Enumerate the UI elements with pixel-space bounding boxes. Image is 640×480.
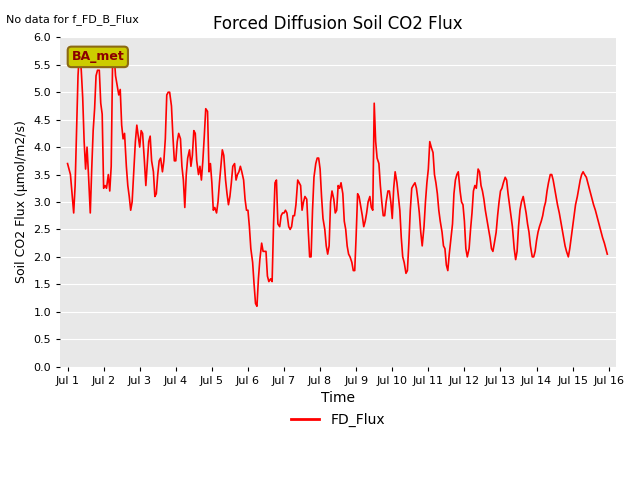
X-axis label: Time: Time xyxy=(321,391,355,405)
Text: BA_met: BA_met xyxy=(72,50,124,63)
Legend: FD_Flux: FD_Flux xyxy=(286,407,390,432)
Y-axis label: Soil CO2 Flux (μmol/m2/s): Soil CO2 Flux (μmol/m2/s) xyxy=(15,120,28,283)
Text: No data for f_FD_B_Flux: No data for f_FD_B_Flux xyxy=(6,14,140,25)
Title: Forced Diffusion Soil CO2 Flux: Forced Diffusion Soil CO2 Flux xyxy=(213,15,463,33)
